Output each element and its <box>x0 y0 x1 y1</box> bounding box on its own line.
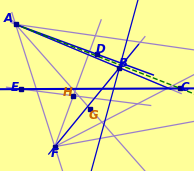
Text: F: F <box>51 147 59 160</box>
Text: H: H <box>63 86 73 99</box>
Text: C: C <box>180 81 189 94</box>
Text: G: G <box>88 109 98 122</box>
Text: E: E <box>10 81 18 94</box>
Text: A: A <box>4 12 13 25</box>
Text: B: B <box>119 57 128 70</box>
Text: D: D <box>96 43 106 56</box>
